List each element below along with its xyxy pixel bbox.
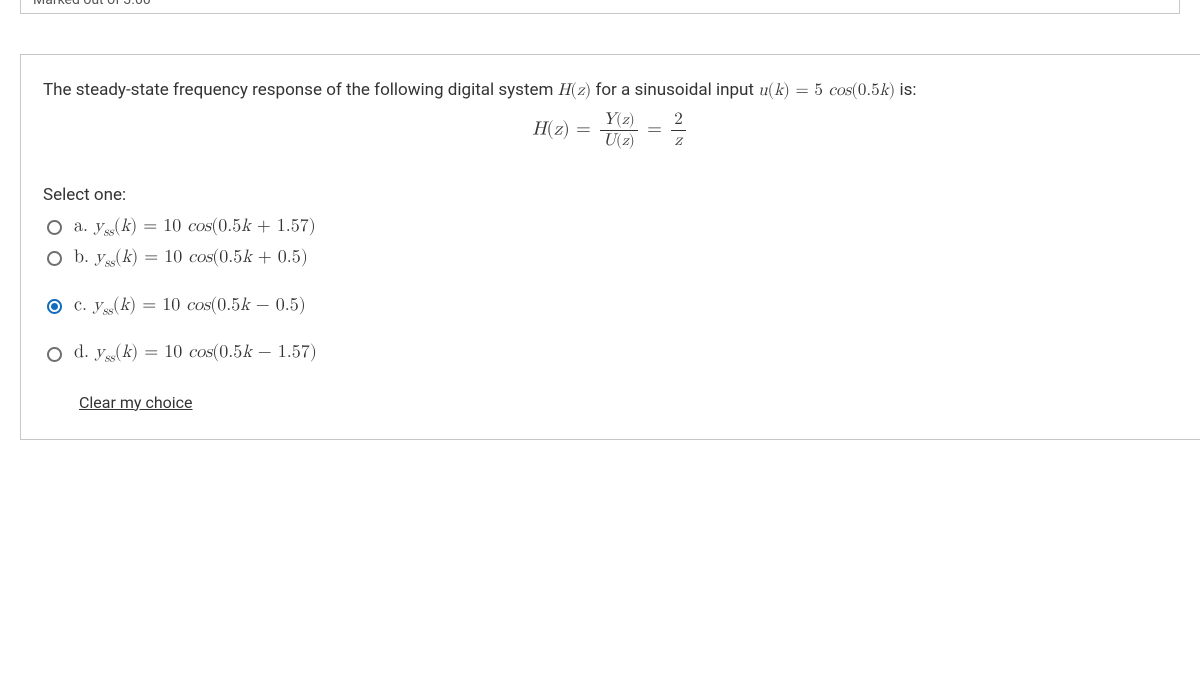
transfer-equation: H(z) = Y(z) U(z) = 2 z xyxy=(43,110,1178,150)
stem-part3: is: xyxy=(899,80,916,100)
radio-a[interactable] xyxy=(47,220,62,235)
clear-choice-wrap: Clear my choice xyxy=(79,393,1178,413)
question-stem: The steady-state frequency response of t… xyxy=(43,77,1178,104)
option-c-label: c. yss(k) = 10 cos(0.5k − 0.5) xyxy=(74,294,306,320)
stem-uk: u(k) = 5 cos(0.5k) xyxy=(758,82,895,99)
option-b[interactable]: b. yss(k) = 10 cos(0.5k + 0.5) xyxy=(47,246,1178,272)
option-d-label: d. yss(k) = 10 cos(0.5k − 1.57) xyxy=(74,341,317,367)
select-one-prompt: Select one: xyxy=(43,185,1178,205)
option-a-label: a. yss(k) = 10 cos(0.5k + 1.57) xyxy=(74,215,316,241)
top-cutoff-box: Marked out of 3.00 xyxy=(20,0,1180,14)
option-d[interactable]: d. yss(k) = 10 cos(0.5k − 1.57) xyxy=(47,341,1178,367)
question-box: The steady-state frequency response of t… xyxy=(20,54,1200,440)
radio-c[interactable] xyxy=(47,299,62,314)
radio-b[interactable] xyxy=(47,251,62,266)
radio-d[interactable] xyxy=(47,347,62,362)
clear-choice-link[interactable]: Clear my choice xyxy=(79,393,193,412)
stem-Hz: H(z) xyxy=(558,82,592,99)
option-b-label: b. yss(k) = 10 cos(0.5k + 0.5) xyxy=(74,246,308,272)
top-fragment-text: Marked out of 3.00 xyxy=(33,0,151,8)
stem-part2: for a sinusoidal input xyxy=(595,80,758,100)
fraction-YU: Y(z) U(z) xyxy=(600,110,638,150)
option-a[interactable]: a. yss(k) = 10 cos(0.5k + 1.57) xyxy=(47,215,1178,241)
fraction-2z: 2 z xyxy=(671,110,686,150)
stem-part1: The steady-state frequency response of t… xyxy=(43,80,558,100)
options-group: a. yss(k) = 10 cos(0.5k + 1.57) b. yss(k… xyxy=(47,215,1178,367)
option-c[interactable]: c. yss(k) = 10 cos(0.5k − 0.5) xyxy=(47,294,1178,320)
